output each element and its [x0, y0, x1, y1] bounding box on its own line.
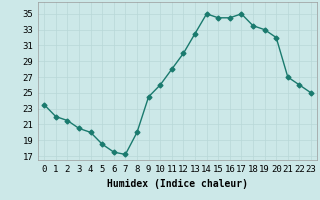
- X-axis label: Humidex (Indice chaleur): Humidex (Indice chaleur): [107, 179, 248, 189]
